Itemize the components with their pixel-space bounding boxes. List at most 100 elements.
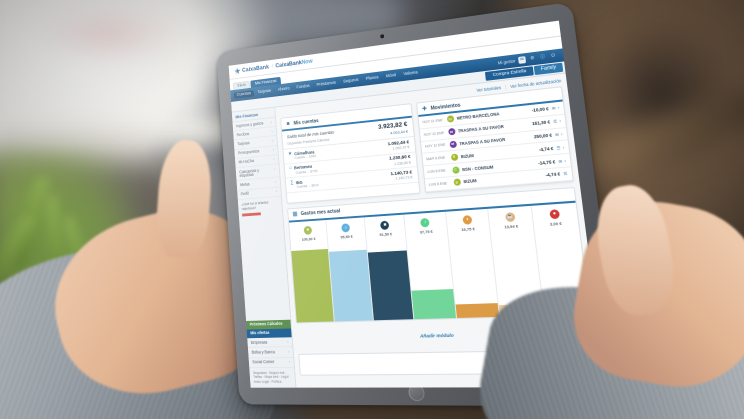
tag-icon[interactable]: ✉ (551, 105, 556, 112)
sidebar-item-bolsa-y-banca[interactable]: Bolsa y Banca › (247, 347, 294, 359)
movement-amount: -4,74 € (538, 145, 554, 152)
sidebar-legal-text: Seguridad · Seguro esá · Tarifas · Mapa … (252, 370, 289, 385)
chevron-right-icon: › (287, 338, 289, 344)
gear-icon[interactable]: ⚙ (529, 55, 535, 61)
background-window-sill (0, 118, 250, 144)
chart-value-label: 16,75 € (460, 225, 475, 232)
sidebar-item-social-corner[interactable]: Social Corner › (248, 357, 294, 368)
movement-actions: ✉ › (558, 158, 566, 164)
chevron-right-icon: › (275, 188, 278, 194)
movement-actions: ✉ › (555, 131, 563, 137)
note-icon[interactable]: ☰ (556, 144, 561, 151)
cards-row: ■ Mis cuentas Saldo total de mis cuentas… (280, 86, 574, 204)
movement-date: MAR 9 ENE (426, 155, 446, 162)
movements-card-title: Movimientos (430, 102, 461, 112)
movement-actions: ✉ › (552, 105, 560, 111)
movement-actions: ☰ (563, 171, 568, 177)
category-icon: ◑ (461, 214, 473, 225)
note-icon[interactable]: ☰ (563, 171, 568, 177)
mi-gestor-label[interactable]: Mi gestor (497, 58, 516, 66)
sidebar-bottom: Próximos Cálculos Mis ofertas Empresas ›… (246, 319, 295, 387)
chevron-right-icon[interactable]: › (557, 105, 560, 111)
chevron-right-icon: › (270, 119, 273, 124)
add-module-label: Añadir módulo (419, 333, 455, 340)
movement-amount: 250,00 € (533, 132, 553, 140)
nav-item-planes[interactable]: Planes (365, 74, 379, 81)
movements-list: HOY 11 ENE M METRO BARCELONA -10,00 € ✉ › HOY … (418, 101, 573, 192)
sidebar-item-label: Ingresos y gastos (235, 120, 264, 128)
chevron-right-icon: › (274, 165, 276, 171)
chevron-right-icon[interactable]: › (559, 118, 562, 124)
chevron-right-icon: › (275, 179, 277, 185)
movement-date: HOY 11 ENE (423, 130, 445, 137)
movement-date: LUN 8 ENE (427, 168, 446, 175)
link-divider: | (504, 84, 507, 90)
chevron-right-icon[interactable]: › (562, 144, 565, 150)
chevron-right-icon[interactable]: › (560, 131, 563, 137)
brand-separator: / (271, 63, 274, 70)
category-icon: ● (549, 208, 560, 219)
nav-item-fondos[interactable]: Fondos (296, 83, 310, 90)
sidebar-item-label: Perfil (240, 191, 249, 197)
category-icon: ☕ (504, 211, 516, 222)
note-icon[interactable]: ☰ (552, 118, 558, 125)
expenses-card-title: Gastos mes actual (300, 208, 341, 218)
tag-icon[interactable]: ✉ (558, 158, 563, 164)
chart-value-label: 3,00 € (549, 220, 563, 227)
chevron-right-icon[interactable]: › (564, 157, 567, 164)
movement-category-icon: M (446, 115, 454, 124)
product-name: CaixaBankNow (275, 58, 313, 69)
movements-icon: ✚ (421, 105, 428, 113)
chevron-right-icon: › (288, 358, 291, 364)
background-window-glow (35, 8, 185, 60)
chart-value-label: 13,94 € (503, 223, 519, 230)
nav-item-prestamos[interactable]: Préstamos (316, 80, 337, 88)
ver-tutoriales-link[interactable]: Ver tutoriales (476, 85, 502, 93)
movement-amount: -14,75 € (537, 158, 556, 166)
sidebar-item-label: Metas (239, 181, 250, 188)
category-icon: ⌂ (341, 222, 351, 233)
chevron-right-icon: › (271, 128, 273, 134)
movement-actions: ☰ › (556, 145, 564, 151)
nav-item-cuentas[interactable]: Cuentas (233, 90, 255, 99)
accounts-card-title: Mis cuentas (293, 117, 319, 127)
nav-item-seguros[interactable]: Seguros (342, 77, 359, 84)
chart-bar (411, 288, 456, 319)
chart-bar (368, 250, 414, 320)
account-amount-secondary: 1.230,80 € (393, 160, 412, 166)
sidebar-item-label: Presupuestos (237, 148, 260, 156)
sidebar-item-label: Empresas (250, 339, 268, 345)
movement-category-icon: ⇄ (447, 128, 456, 136)
category-icon: ♪ (420, 217, 431, 228)
movement-category-icon: C (451, 165, 460, 174)
nav-item-ahorro[interactable]: Ahorro (277, 85, 290, 92)
movement-actions: ☰ › (553, 118, 561, 124)
caixabank-logo[interactable]: CaixaBank (234, 63, 270, 75)
sidebar-promo-text: ¿Qué tal si añades objetivos? (241, 200, 269, 211)
star-logo-icon (234, 67, 241, 75)
account-amount-secondary: 1.052,47 € (392, 145, 410, 151)
chevron-right-icon: › (272, 147, 275, 152)
movement-description: BIZUM (463, 178, 477, 185)
power-icon[interactable]: ⏻ (550, 52, 556, 59)
tag-icon[interactable]: ✉ (554, 131, 560, 138)
accounts-icon: ■ (286, 121, 290, 127)
movement-category-icon: ⇄ (448, 140, 457, 149)
nav-item-valores[interactable]: Valores (403, 69, 419, 77)
category-icon: ● (303, 225, 313, 235)
promo-accent-bar (242, 212, 261, 217)
sidebar-item-label: Bolsa y Banca (251, 349, 276, 355)
sidebar-promo[interactable]: ¿Qué tal si añades objetivos? (241, 200, 279, 217)
nav-item-tarjetas[interactable]: Tarjetas (257, 88, 272, 95)
help-icon[interactable]: ⓘ (540, 53, 546, 60)
chevron-right-icon: › (273, 156, 275, 162)
chart-value-label: 91,50 € (379, 231, 393, 237)
movement-category-icon: B (452, 178, 461, 187)
camera-icon (380, 34, 385, 39)
nav-item-movil[interactable]: Móvil (385, 72, 397, 79)
chevron-right-icon: › (287, 348, 290, 354)
movement-category-icon: B (450, 153, 458, 161)
chart-bar (291, 248, 334, 323)
movement-date: HOY 11 ENE (424, 143, 446, 150)
mail-icon[interactable]: ✉ (518, 56, 527, 64)
